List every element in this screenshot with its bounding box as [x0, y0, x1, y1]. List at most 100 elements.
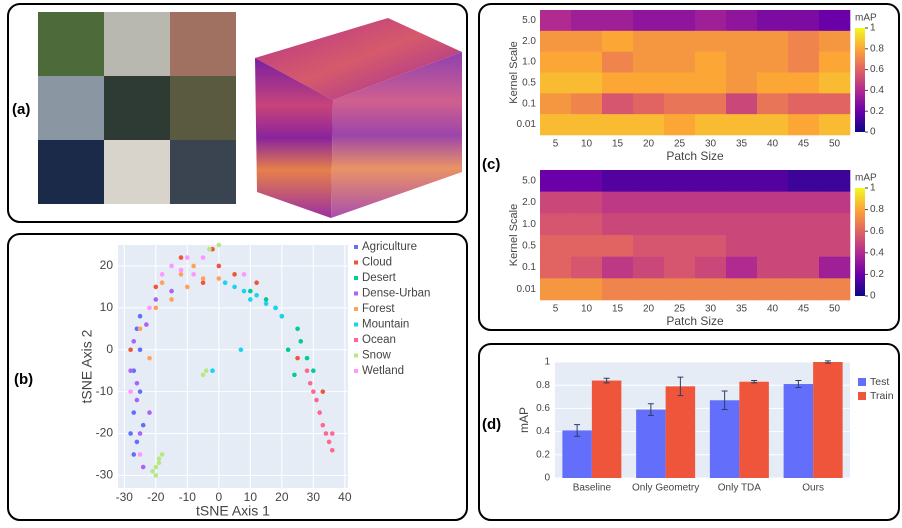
y-tick-label: 0.01 [517, 284, 537, 295]
heatmap-cell [633, 256, 665, 279]
point [307, 380, 313, 386]
point [137, 452, 143, 457]
heatmap-cell [819, 256, 851, 279]
panel-label: (c) [482, 156, 500, 173]
y-tick-label: 0.5 [522, 78, 536, 89]
legend-marker [354, 338, 358, 342]
heatmap-cell [571, 170, 603, 192]
x-tick-label: 40 [767, 139, 779, 150]
x-tick-label: -30 [116, 490, 134, 504]
point [185, 284, 190, 290]
panel-label: (a) [12, 101, 30, 118]
x-axis-title: Patch Size [666, 314, 724, 328]
heatmap-cell [571, 30, 603, 52]
heatmap-cell [695, 256, 727, 279]
y-tick-label: -30 [96, 468, 114, 482]
x-tick-label: 0 [215, 490, 222, 504]
legend-marker [354, 245, 358, 249]
heatmap-cell [540, 191, 572, 214]
heatmap-cell [757, 170, 789, 192]
colorbar-tick-label: 0.2 [870, 106, 884, 117]
heatmap-cell [788, 93, 820, 115]
legend-marker [354, 276, 358, 280]
heatmap-cell [819, 30, 851, 52]
heatmap-cell [633, 72, 665, 94]
point [320, 389, 326, 394]
point [169, 288, 174, 294]
heatmap-cell [540, 10, 572, 32]
x-tick-label: 25 [674, 139, 686, 150]
y-axis-title: Kernel Scale [508, 204, 520, 266]
error-bar [677, 376, 684, 397]
heatmap-cell [695, 51, 727, 73]
x-tick-label: 20 [643, 304, 655, 315]
heatmap-cell [540, 170, 572, 192]
heatmap-cell [726, 235, 758, 257]
bar [739, 381, 769, 478]
heatmap-cell [726, 72, 758, 94]
heatmap-cell [695, 10, 727, 32]
heatmap-cell [695, 30, 727, 52]
x-tick-label: 45 [798, 139, 810, 150]
point [178, 255, 184, 260]
heatmap-cell [571, 278, 603, 301]
y-tick-label: 5.0 [522, 15, 536, 26]
heatmap-cell [664, 278, 696, 301]
point [159, 272, 165, 277]
heatmap-cell [664, 114, 696, 136]
heatmap-cell [602, 256, 634, 279]
x-tick-label: 35 [736, 139, 748, 150]
heatmap-cell [602, 10, 634, 32]
point [285, 347, 291, 353]
point [232, 272, 237, 277]
bar [591, 380, 622, 478]
colorbar-tick-label: 0.6 [870, 64, 884, 75]
heatmap-cell [757, 235, 789, 257]
x-tick-label: 25 [674, 304, 686, 315]
panel-c [478, 3, 900, 331]
point [153, 297, 159, 302]
x-tick-label: 15 [612, 304, 624, 315]
heatmap-cell [664, 235, 696, 257]
point [263, 297, 269, 302]
legend-marker [354, 322, 358, 327]
heatmap-cell [788, 213, 820, 236]
bar [783, 384, 814, 478]
x-tick-label: 45 [798, 304, 810, 315]
y-axis-title: mAP [517, 407, 531, 433]
heatmap-cell [726, 30, 758, 52]
point [128, 389, 133, 394]
heatmap-cell [571, 191, 603, 214]
heatmap-cell [695, 235, 727, 257]
heatmap-cell [695, 170, 727, 192]
point [134, 397, 140, 403]
x-tick-label: 10 [581, 304, 593, 315]
error-bar [751, 380, 758, 384]
heatmap-cell [757, 93, 789, 115]
heatmap-cell [602, 213, 634, 236]
heatmap-cell [757, 51, 789, 73]
point [137, 389, 143, 394]
heatmap-cell [819, 72, 851, 94]
point [273, 305, 278, 311]
x-tick-label: 30 [705, 304, 717, 315]
heatmap-cell [633, 93, 665, 115]
heatmap-cell [757, 114, 789, 136]
heatmap-cell [695, 213, 727, 236]
colorbar-tick-label: 0.8 [870, 43, 884, 54]
point [311, 389, 316, 394]
point [128, 368, 133, 373]
point [222, 280, 228, 286]
heatmap-cell [757, 191, 789, 214]
bar [665, 386, 696, 478]
heatmap-cell [788, 278, 820, 301]
y-tick-label: 0.6 [536, 403, 550, 414]
point [131, 410, 137, 415]
legend-label: Cloud [362, 257, 392, 269]
point [159, 280, 165, 286]
point [248, 288, 253, 294]
image-grid [38, 12, 236, 204]
heatmap-cell [664, 51, 696, 73]
legend-marker [354, 307, 358, 311]
point [254, 280, 259, 286]
